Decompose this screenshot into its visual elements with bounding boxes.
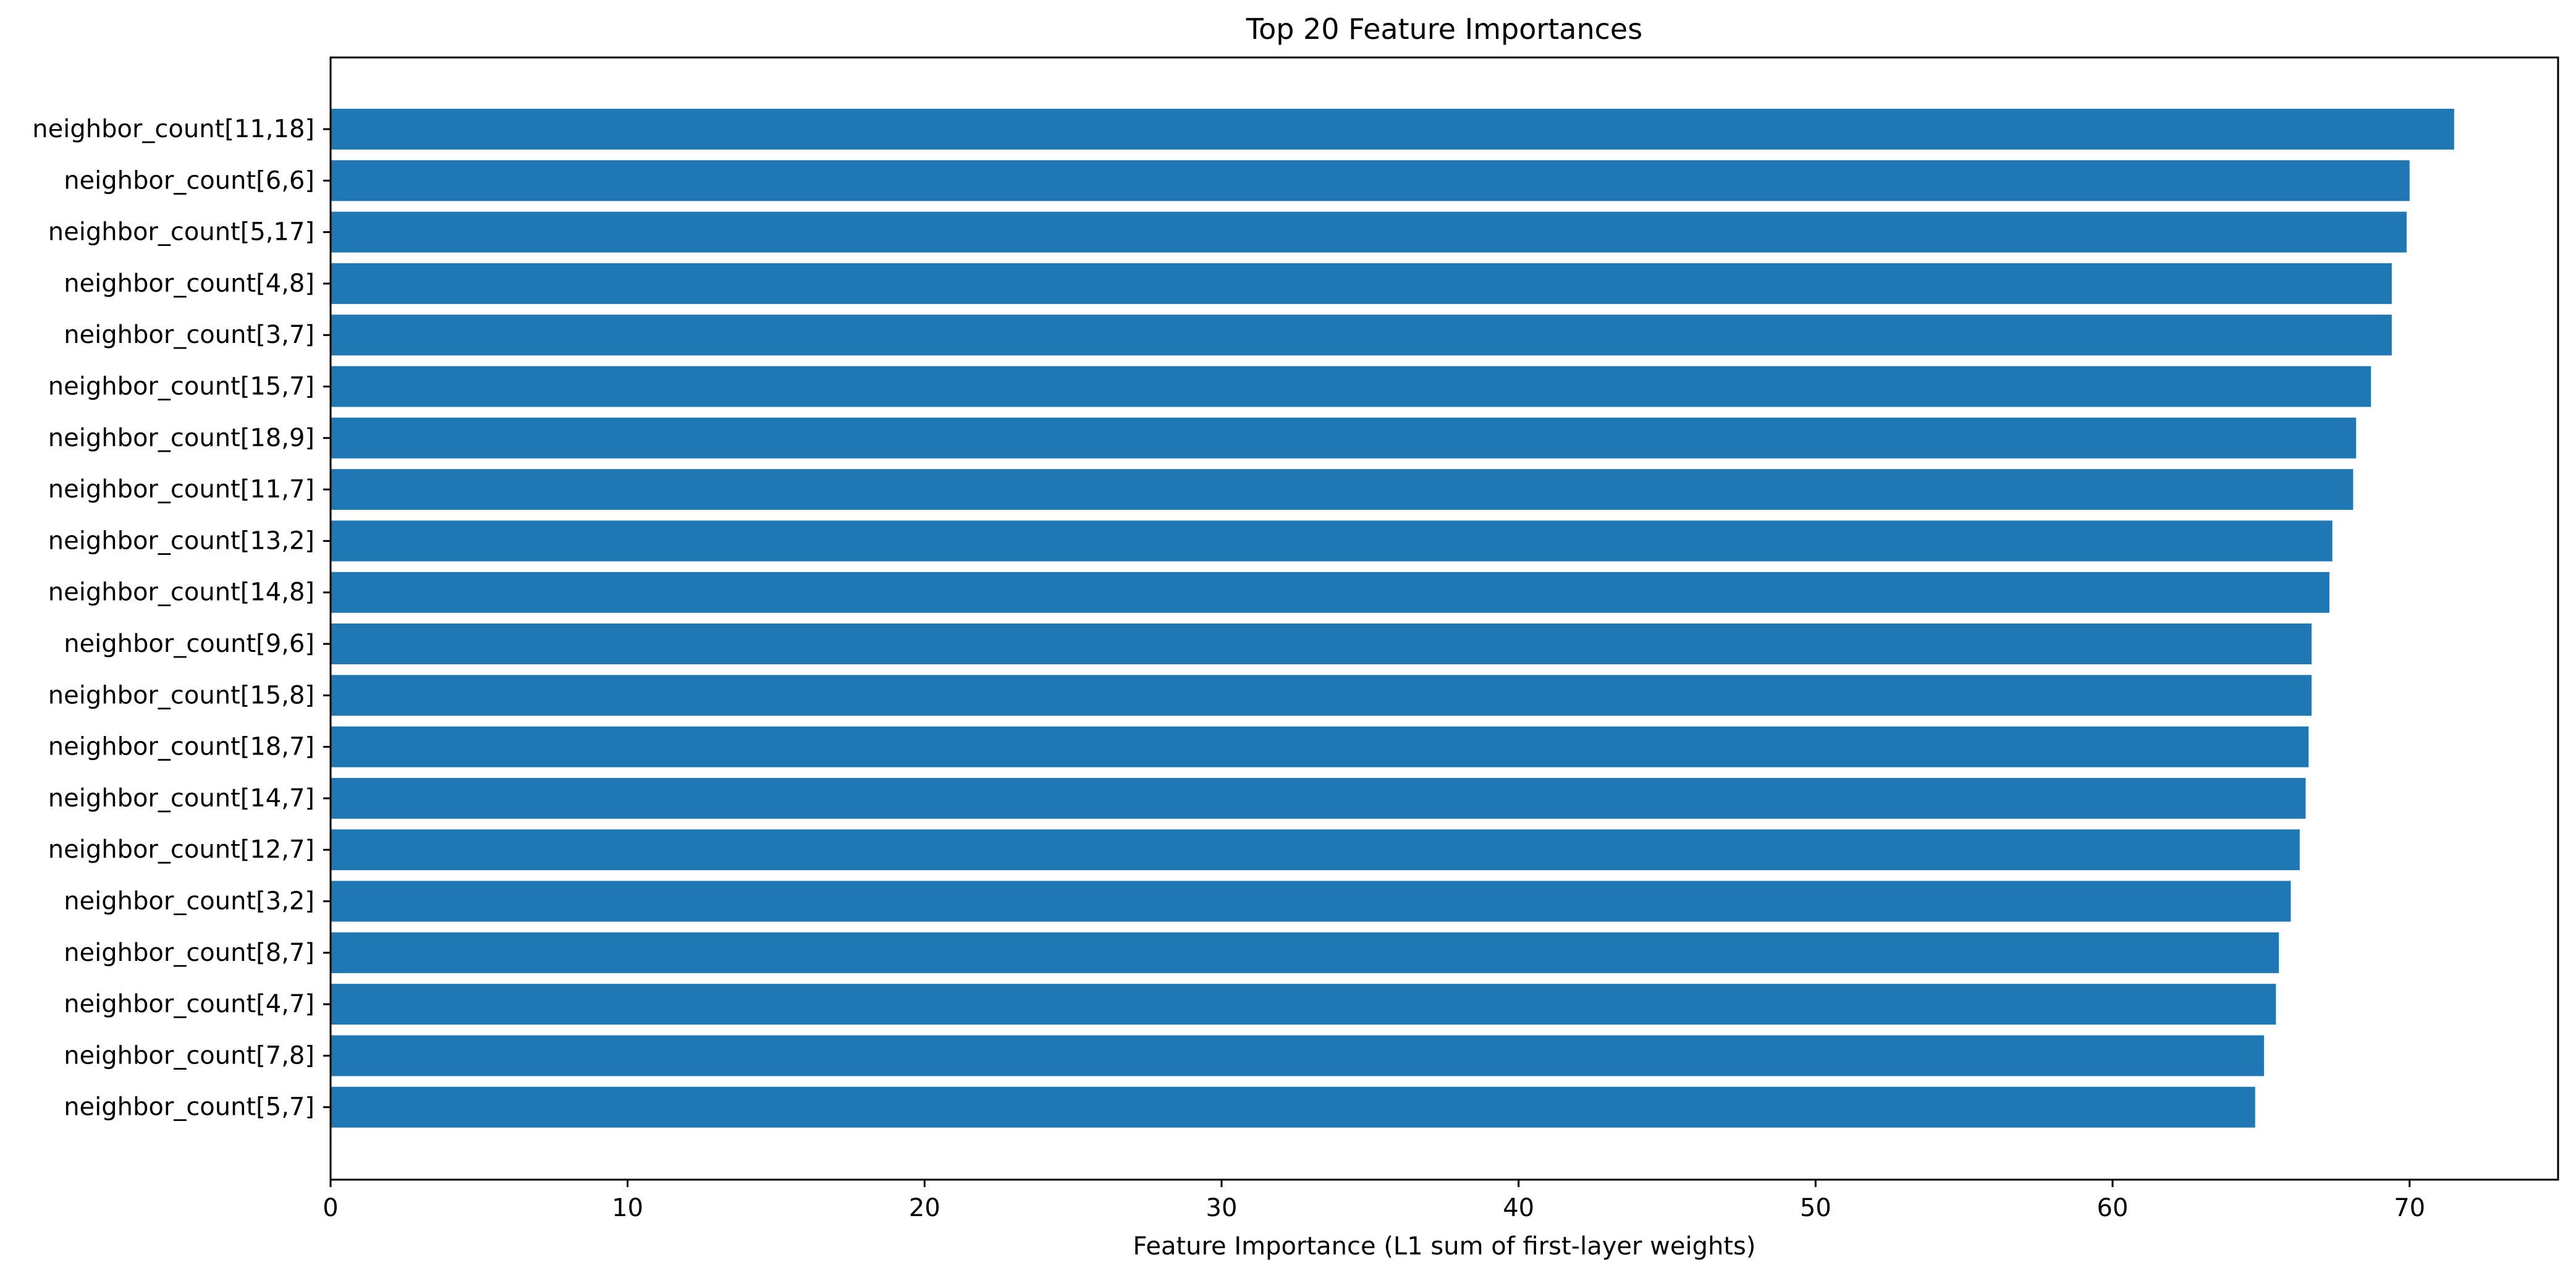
y-tick-label: neighbor_count[4,8] <box>64 269 315 298</box>
bar <box>331 263 2392 304</box>
y-tick-label: neighbor_count[5,17] <box>48 218 315 247</box>
y-tick-label: neighbor_count[5,7] <box>64 1093 315 1122</box>
bar <box>331 572 2329 613</box>
x-axis: 0 10 20 30 40 50 60 70 <box>323 1180 2425 1222</box>
y-tick-label: neighbor_count[15,7] <box>48 373 315 401</box>
x-tick-label: 10 <box>612 1194 643 1222</box>
bar <box>331 315 2392 356</box>
x-tick-label: 0 <box>323 1194 338 1222</box>
bar <box>331 624 2312 664</box>
bar <box>331 1035 2265 1076</box>
y-tick-label: neighbor_count[13,2] <box>48 526 315 555</box>
bar <box>331 469 2354 510</box>
x-tick-label: 20 <box>909 1194 940 1222</box>
x-tick-label: 60 <box>2097 1194 2129 1222</box>
bar <box>331 109 2454 150</box>
bars-layer <box>331 109 2454 1128</box>
y-tick-label: neighbor_count[3,7] <box>64 321 315 349</box>
bar <box>331 726 2309 767</box>
y-tick-label: neighbor_count[4,7] <box>64 990 315 1018</box>
y-axis: neighbor_count[11,18] neighbor_count[6,6]… <box>32 115 331 1122</box>
y-tick-label: neighbor_count[14,8] <box>48 578 315 607</box>
y-tick-label: neighbor_count[6,6] <box>64 166 315 195</box>
plot-frame <box>329 56 2559 1181</box>
bar <box>331 417 2357 459</box>
bar <box>331 1086 2255 1128</box>
bar <box>331 777 2306 819</box>
y-tick-label: neighbor_count[8,7] <box>64 939 315 967</box>
bar <box>331 881 2291 922</box>
x-tick-label: 70 <box>2394 1194 2425 1222</box>
x-tick-label: 50 <box>1800 1194 1831 1222</box>
x-tick-label: 30 <box>1206 1194 1238 1222</box>
y-tick-label: neighbor_count[18,7] <box>48 733 315 761</box>
bar <box>331 211 2407 253</box>
bar <box>331 675 2312 716</box>
bar <box>331 520 2333 562</box>
bar <box>331 984 2276 1025</box>
bar <box>331 366 2371 407</box>
x-axis-label: Feature Importance (L1 sum of first-laye… <box>1133 1232 1756 1261</box>
y-tick-label: neighbor_count[9,6] <box>64 630 315 658</box>
bar <box>331 160 2410 201</box>
y-tick-label: neighbor_count[15,8] <box>48 681 315 709</box>
y-tick-label: neighbor_count[11,7] <box>48 475 315 504</box>
y-tick-label: neighbor_count[7,8] <box>64 1041 315 1070</box>
y-tick-label: neighbor_count[12,7] <box>48 835 315 864</box>
y-tick-label: neighbor_count[3,2] <box>64 887 315 916</box>
bar <box>331 932 2279 973</box>
chart-title: Top 20 Feature Importances <box>1246 12 1642 46</box>
y-tick-label: neighbor_count[18,9] <box>48 424 315 452</box>
x-tick-label: 40 <box>1503 1194 1534 1222</box>
y-tick-label: neighbor_count[14,7] <box>48 784 315 813</box>
bar <box>331 829 2300 871</box>
y-tick-label: neighbor_count[11,18] <box>32 115 315 143</box>
